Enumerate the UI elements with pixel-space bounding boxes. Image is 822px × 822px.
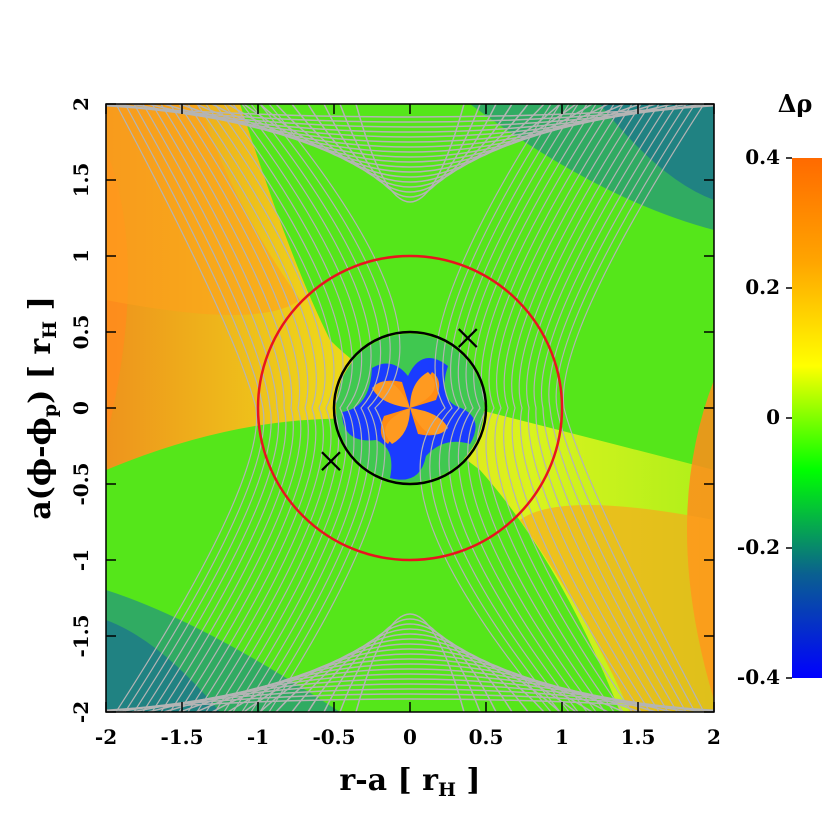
contour-line (151, 104, 287, 712)
contour-line (467, 104, 597, 712)
contour-line (548, 104, 687, 712)
contour-line (562, 104, 705, 712)
contour-line (232, 104, 363, 712)
contour-line (241, 104, 372, 712)
contour-line (205, 104, 335, 712)
x-tick-label: -0.5 (312, 725, 355, 749)
contour-line (178, 104, 309, 712)
y-tick-label: 1.5 (69, 163, 93, 198)
y-axis-title: a(ϕ-ϕp) [ rH ] (23, 296, 61, 520)
contour-line (275, 638, 545, 712)
x-axis: -2 -1.5 -1 -0.5 0 0.5 1 1.5 2 (95, 104, 721, 749)
contour-line (518, 104, 651, 712)
contour-line (106, 104, 714, 123)
contour-line (131, 104, 689, 133)
contour-line (275, 104, 545, 178)
heatmap-high-region (106, 104, 300, 315)
contour-line (526, 104, 660, 712)
y-tick-label: 0.5 (69, 315, 93, 350)
y-tick-label: 1 (69, 249, 93, 263)
contour-line (106, 698, 714, 712)
contour-line (355, 104, 465, 203)
contour-line (115, 688, 705, 712)
y-tick-label: -0.5 (69, 462, 93, 505)
contour-line (438, 104, 570, 712)
x-tick-label: -1 (247, 725, 269, 749)
y-axis: -2 -1.5 -1 -0.5 0 0.5 1 1.5 2 (69, 97, 714, 723)
contour-lines (106, 104, 714, 712)
contour-line (187, 104, 317, 712)
contour-line (485, 104, 615, 712)
contour-line (115, 104, 258, 712)
contour-line (259, 104, 561, 173)
radius-circle (332, 330, 488, 486)
contour-line (142, 104, 280, 712)
x-tick-label: 1.5 (621, 725, 656, 749)
contour-line (429, 104, 561, 712)
y-tick-label: -1 (69, 549, 93, 571)
contour-line (106, 693, 714, 712)
x-tick-label: 2 (707, 725, 721, 749)
heatmap-core (342, 358, 476, 480)
contour-line (250, 104, 382, 712)
colorbar-tick-label: 0.2 (745, 275, 780, 299)
contour-line (448, 104, 579, 712)
contour-line (196, 104, 326, 712)
x-tick-label: 0 (403, 725, 417, 749)
heatmap (106, 104, 714, 712)
contour-line (419, 104, 552, 712)
colorbar-scale (792, 158, 822, 678)
contour-line (268, 104, 401, 712)
colorbar-ticks: 0.4 0.2 0 -0.2 -0.4 (737, 145, 792, 689)
lagrange-point-marker (321, 451, 341, 471)
overlay (256, 254, 564, 562)
contour-line (511, 104, 642, 712)
contour-line (339, 104, 481, 198)
core-orange-swirl (372, 372, 448, 444)
colorbar-tick-label: 0.4 (745, 145, 780, 169)
colorbar-tick-label: -0.4 (737, 665, 780, 689)
colorbar-tick-label: -0.2 (737, 535, 780, 559)
contour-line (457, 104, 588, 712)
contour-line (259, 643, 561, 712)
contour-line (259, 104, 391, 712)
colorbar-title: Δρ (778, 89, 813, 118)
contour-line (106, 104, 714, 118)
colorbar: Δρ 0.4 0.2 0 -0.2 -0.4 (737, 89, 822, 689)
contour-line (223, 104, 353, 712)
contour-line (533, 104, 669, 712)
lagrange-point-marker (457, 328, 478, 348)
contour-line (355, 613, 465, 712)
contour-line (555, 104, 696, 712)
radius-circle (256, 254, 564, 562)
contour-line (503, 104, 633, 712)
contour-line (291, 104, 529, 183)
y-tick-label: 2 (69, 97, 93, 111)
contour-line (291, 633, 529, 712)
x-tick-label: 0.5 (469, 725, 504, 749)
y-tick-label: -2 (69, 701, 93, 723)
contour-line (169, 104, 302, 712)
x-tick-label: 1 (555, 725, 569, 749)
y-tick-label: 0 (69, 401, 93, 415)
contour-line (160, 104, 294, 712)
colorbar-tick-label: 0 (766, 405, 780, 429)
x-tick-label: -2 (95, 725, 117, 749)
contour-line (540, 104, 678, 712)
heatmap-high-region (520, 505, 714, 712)
contour-line (339, 618, 481, 712)
y-tick-label: -1.5 (69, 614, 93, 657)
x-axis-title: r-a [ rH ] (339, 763, 480, 801)
contour-line (124, 104, 265, 712)
contour-line (133, 104, 272, 712)
x-tick-label: -1.5 (160, 725, 203, 749)
heatmap-low-region (600, 104, 714, 200)
contour-line (131, 683, 689, 712)
contour-line (115, 104, 705, 128)
contour-line (494, 104, 624, 712)
